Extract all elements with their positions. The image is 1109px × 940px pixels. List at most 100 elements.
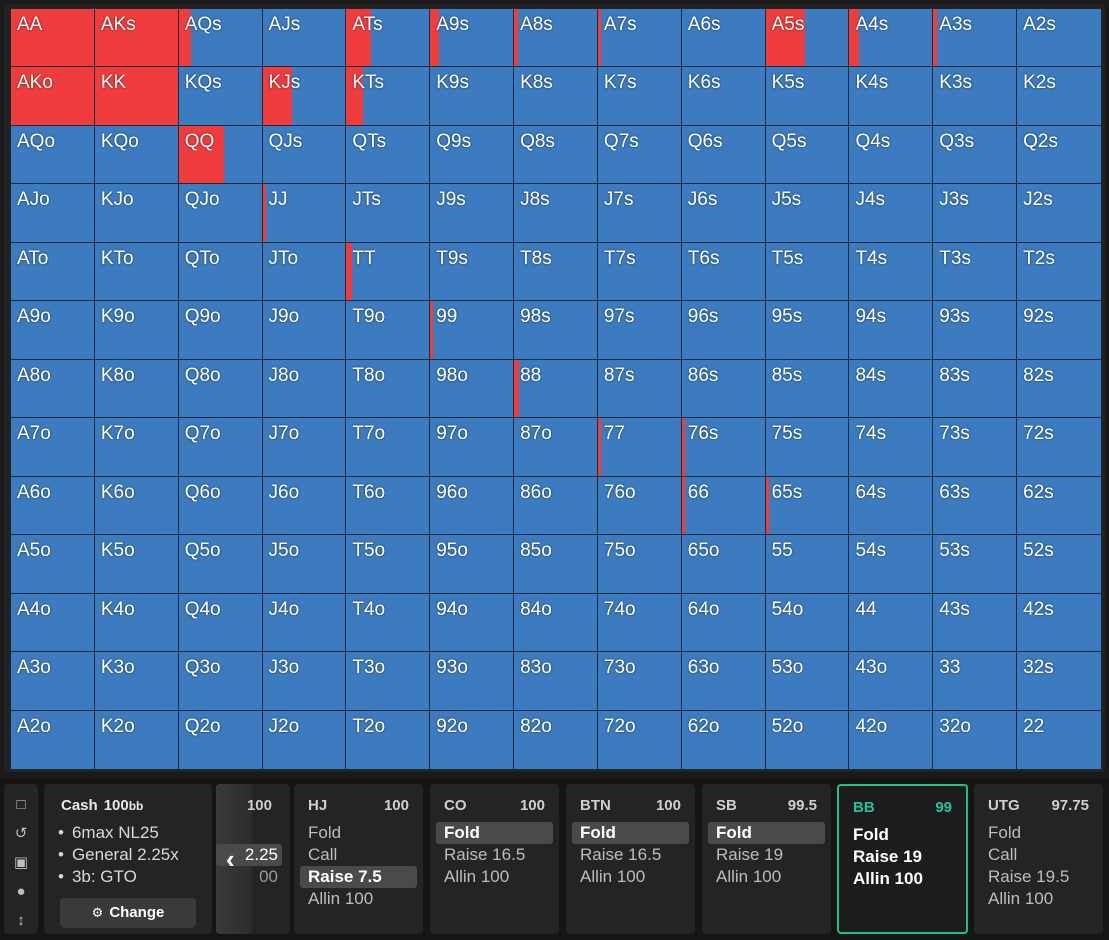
hand-cell[interactable]: Q5s	[765, 125, 850, 185]
hand-cell[interactable]: T9o	[346, 301, 431, 360]
action-option[interactable]: Allin 100	[853, 869, 923, 888]
hand-cell[interactable]: K4s	[849, 67, 934, 126]
hand-cell[interactable]: 94s	[849, 301, 934, 360]
action-option[interactable]: Raise 16.5	[444, 845, 526, 864]
hand-cell[interactable]: 96o	[430, 476, 515, 536]
hand-cell[interactable]: J9o	[262, 301, 347, 360]
hand-cell[interactable]: T3o	[346, 652, 431, 711]
hand-cell[interactable]: JTs	[346, 184, 431, 243]
hand-cell[interactable]: 87o	[514, 418, 598, 477]
hand-cell[interactable]: 66	[681, 476, 766, 536]
position-card-co[interactable]: CO 100 Fold Raise 16.5 Allin 100	[430, 784, 559, 934]
hand-cell[interactable]: 74o	[597, 593, 682, 653]
hand-cell[interactable]: 86s	[681, 359, 766, 419]
hand-cell[interactable]: A9s	[430, 9, 515, 68]
hand-cell[interactable]: K9s	[430, 67, 515, 126]
hand-cell[interactable]: 75s	[765, 418, 850, 477]
action-option[interactable]: Raise 19	[716, 845, 784, 864]
hand-cell[interactable]: K6o	[94, 476, 179, 536]
hand-cell[interactable]: 72s	[1017, 418, 1101, 477]
hand-cell[interactable]: J3o	[262, 652, 347, 711]
hand-cell[interactable]: J3s	[933, 184, 1018, 243]
hand-cell[interactable]: J7o	[262, 418, 347, 477]
hand-cell[interactable]: 84s	[849, 359, 934, 419]
hand-cell[interactable]: 83o	[514, 652, 598, 711]
hand-cell[interactable]: Q3s	[933, 125, 1018, 185]
hand-cell[interactable]: J6s	[681, 184, 766, 243]
hand-cell[interactable]: Q9o	[178, 301, 263, 360]
hand-cell[interactable]: K7s	[597, 67, 682, 126]
hand-cell[interactable]: Q5o	[178, 535, 263, 594]
hand-cell[interactable]: 44	[849, 593, 934, 653]
hand-cell[interactable]: A7o	[11, 418, 95, 477]
action-option[interactable]: Raise 16.5	[580, 845, 662, 864]
action-option[interactable]: Fold	[708, 822, 825, 844]
hand-cell[interactable]: T8o	[346, 359, 431, 419]
hand-cell[interactable]: JJ	[262, 184, 347, 243]
expand-vertical-icon[interactable]: ↕	[17, 912, 25, 929]
hand-cell[interactable]: 33	[933, 652, 1018, 711]
hand-cell[interactable]: 85s	[765, 359, 850, 419]
hand-cell[interactable]: KQo	[94, 125, 179, 185]
hand-cell[interactable]: KJo	[94, 184, 179, 243]
hand-cell[interactable]: 82s	[1017, 359, 1101, 419]
hand-cell[interactable]: A7s	[597, 9, 682, 68]
hand-cell[interactable]: K5s	[765, 67, 850, 126]
hand-cell[interactable]: T3s	[933, 242, 1018, 302]
hand-cell[interactable]: 64s	[849, 476, 934, 536]
prev-action[interactable]: 00	[259, 867, 278, 886]
hand-cell[interactable]: T2o	[346, 710, 431, 769]
hand-cell[interactable]: Q7o	[178, 418, 263, 477]
hand-cell[interactable]: Q9s	[430, 125, 515, 185]
hand-cell[interactable]: A5s	[765, 9, 850, 68]
change-button[interactable]: ⚙ Change	[60, 898, 196, 928]
hand-cell[interactable]: A9o	[11, 301, 95, 360]
hand-cell[interactable]: T7s	[597, 242, 682, 302]
hand-cell[interactable]: 84o	[514, 593, 598, 653]
hand-cell[interactable]: QTo	[178, 242, 263, 302]
hand-cell[interactable]: T7o	[346, 418, 431, 477]
hand-cell[interactable]: 73s	[933, 418, 1018, 477]
hand-cell[interactable]: T2s	[1017, 242, 1101, 302]
action-option[interactable]: Call	[988, 845, 1018, 864]
hand-cell[interactable]: KTs	[346, 67, 431, 126]
position-card-utg[interactable]: UTG 97.75 Fold Call Raise 19.5 Allin 100	[974, 784, 1103, 934]
hand-cell[interactable]: 73o	[597, 652, 682, 711]
hand-cell[interactable]: K7o	[94, 418, 179, 477]
action-option[interactable]: Fold	[988, 823, 1022, 842]
hand-cell[interactable]: K5o	[94, 535, 179, 594]
hand-cell[interactable]: AKo	[11, 67, 95, 126]
hand-cell[interactable]: ATs	[346, 9, 431, 68]
hand-cell[interactable]: Q6s	[681, 125, 766, 185]
hand-cell[interactable]: J2s	[1017, 184, 1101, 243]
hand-cell[interactable]: Q3o	[178, 652, 263, 711]
history-icon[interactable]: ↺	[14, 825, 28, 842]
hand-cell[interactable]: T5o	[346, 535, 431, 594]
hand-cell[interactable]: 93s	[933, 301, 1018, 360]
hand-cell[interactable]: 93o	[430, 652, 515, 711]
hand-cell[interactable]: A8o	[11, 359, 95, 419]
hand-cell[interactable]: A5o	[11, 535, 95, 594]
action-option[interactable]: Allin 100	[308, 889, 374, 908]
hand-cell[interactable]: A6o	[11, 476, 95, 536]
hand-cell[interactable]: A6s	[681, 9, 766, 68]
hand-cell[interactable]: 62s	[1017, 476, 1101, 536]
hand-cell[interactable]: 63o	[681, 652, 766, 711]
hand-cell[interactable]: T6o	[346, 476, 431, 536]
hand-cell[interactable]: K2s	[1017, 67, 1101, 126]
hand-cell[interactable]: A3s	[933, 9, 1018, 68]
position-card-bb[interactable]: BB 99 Fold Raise 19 Allin 100	[837, 784, 968, 934]
chevron-left-icon[interactable]: ‹	[226, 844, 235, 874]
hand-cell[interactable]: 82o	[514, 710, 598, 769]
hand-cell[interactable]: AQo	[11, 125, 95, 185]
hand-cell[interactable]: 95s	[765, 301, 850, 360]
hand-cell[interactable]: 88	[514, 359, 598, 419]
hand-cell[interactable]: J4o	[262, 593, 347, 653]
action-option[interactable]: Allin 100	[580, 867, 646, 886]
hand-cell[interactable]: 65s	[765, 476, 850, 536]
hand-cell[interactable]: 95o	[430, 535, 515, 594]
hand-cell[interactable]: KK	[94, 67, 179, 126]
hand-cell[interactable]: 76o	[597, 476, 682, 536]
hand-cell[interactable]: 97o	[430, 418, 515, 477]
hand-cell[interactable]: J7s	[597, 184, 682, 243]
